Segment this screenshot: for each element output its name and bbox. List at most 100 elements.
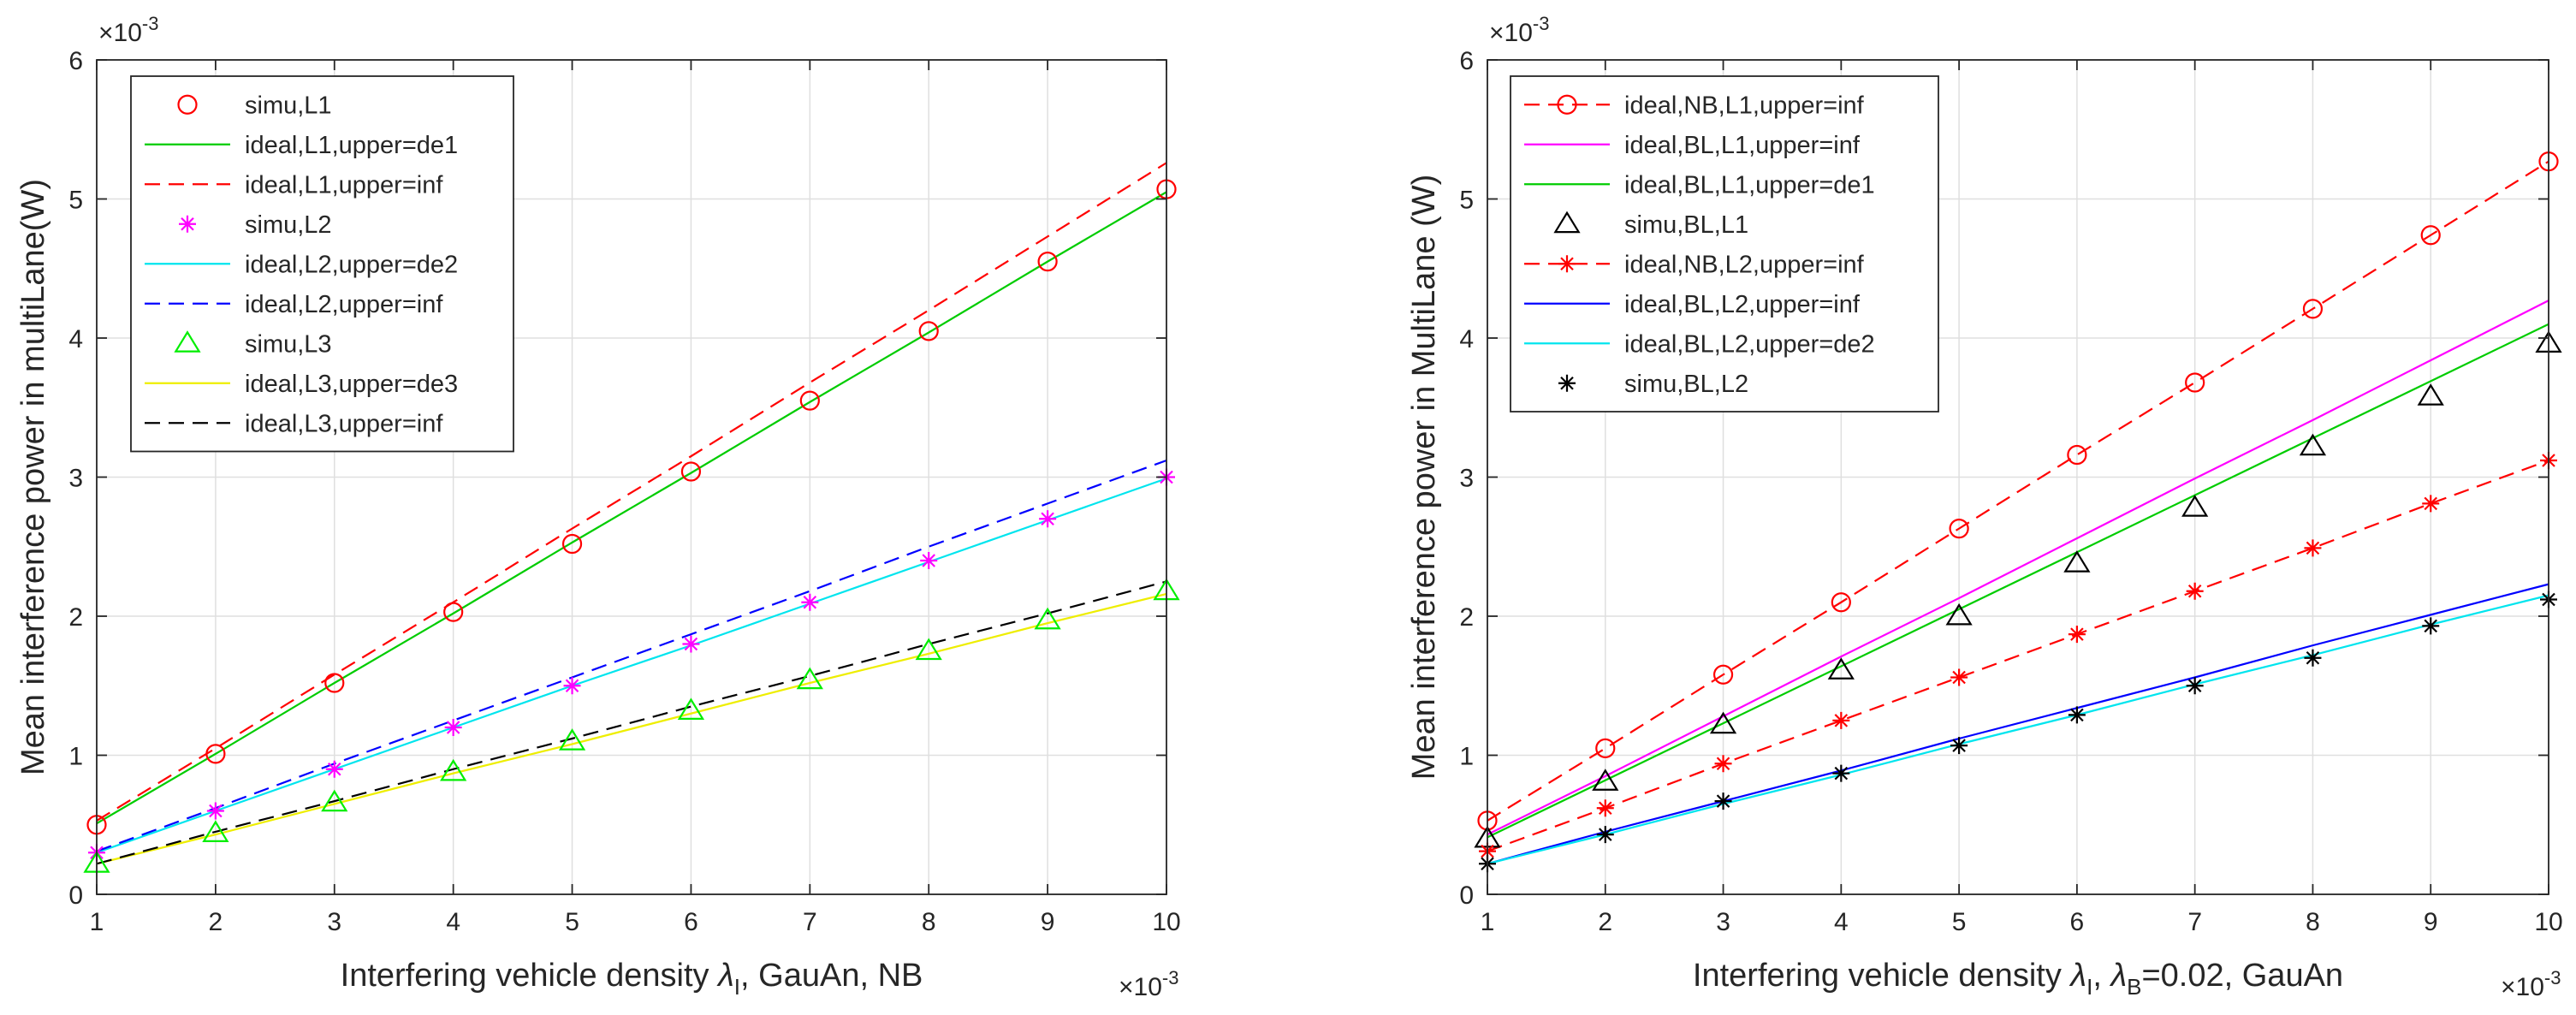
data-point-series-1 (680, 461, 702, 482)
data-point-series-1 (2420, 225, 2441, 246)
x-tick-label: 5 (1952, 908, 1967, 936)
x-tick-label: 7 (2187, 908, 2202, 936)
data-point-series-1 (799, 390, 820, 411)
data-point-series-7 (440, 758, 467, 781)
data-point-series-7 (321, 789, 348, 812)
legend-box (1510, 75, 1939, 413)
y-tick-label: 3 (68, 465, 83, 493)
data-point-series-1 (2302, 299, 2324, 319)
legend-entry-7: ideal,BL,L2,upper=de2 (1624, 330, 1875, 358)
data-point-series-7 (915, 638, 942, 661)
series-line-5 (96, 478, 1167, 854)
y-tick-label: 0 (68, 881, 83, 910)
legend-entry-4: simu,BL,L1 (1624, 211, 1748, 239)
legend-entry-5: ideal,L2,upper=de2 (245, 251, 458, 278)
legend-swatch-marker-1 (1557, 94, 1577, 115)
x-tick-label: 1 (90, 908, 104, 936)
x-tick-label: 1 (1481, 908, 1495, 936)
y-axis-multiplier: ×10-3 (98, 13, 158, 47)
x-tick-label: 4 (446, 908, 460, 936)
legend-swatch-marker-1 (177, 94, 198, 115)
x-tick-label: 6 (684, 908, 698, 936)
data-point-series-1 (1949, 519, 1969, 539)
y-tick-label: 2 (1459, 603, 1474, 632)
data-point-series-4 (444, 719, 462, 736)
data-point-series-8 (1832, 764, 1850, 782)
data-point-series-7 (796, 667, 823, 690)
x-tick-label: 9 (1041, 908, 1055, 936)
legend-entry-4: simu,L2 (245, 211, 332, 239)
data-point-series-7 (558, 728, 586, 751)
legend: ideal,NB,L1,upper=inf ideal,BL,L1,upper=i… (1510, 75, 1939, 413)
data-point-series-5 (1950, 668, 1968, 686)
data-point-series-4 (1709, 711, 1737, 734)
y-axis-label: Mean interference power in multiLane(W) (15, 179, 51, 775)
data-point-series-1 (1037, 252, 1058, 272)
legend-entry-5: ideal,NB,L2,upper=inf (1624, 251, 1865, 278)
y-axis-multiplier: ×10-3 (1489, 13, 1549, 47)
data-point-series-4 (920, 552, 938, 569)
data-point-series-5 (1832, 711, 1850, 729)
legend-entry-3: ideal,L1,upper=inf (245, 171, 443, 199)
left-chart-panel: 1 2 3 4 5 6 7 8 9 100123456×10-3×10-3Interfering … (15, 13, 1181, 1001)
series-line-3 (96, 162, 1167, 822)
x-tick-label: 6 (2070, 908, 2085, 936)
data-point-series-7 (202, 820, 229, 842)
data-point-series-8 (2068, 706, 2086, 724)
data-point-series-5 (2068, 626, 2086, 644)
data-point-series-4 (325, 760, 343, 778)
series-line-5 (1487, 459, 2549, 852)
y-tick-label: 5 (1459, 187, 1474, 215)
y-tick-label: 2 (68, 603, 83, 632)
data-point-series-4 (563, 677, 581, 695)
series-line-2 (1487, 300, 2549, 836)
data-point-series-1 (2067, 444, 2087, 466)
data-point-series-4 (801, 593, 819, 611)
x-tick-label: 2 (1598, 908, 1612, 936)
x-tick-label: 10 (1152, 908, 1180, 936)
legend-entry-2: ideal,L1,upper=de1 (245, 132, 458, 159)
data-point-series-4 (206, 802, 224, 820)
data-point-series-7 (677, 697, 705, 720)
legend-entry-1: ideal,NB,L1,upper=inf (1624, 92, 1865, 119)
data-point-series-1 (561, 533, 583, 555)
legend-entry-6: ideal,BL,L2,upper=inf (1624, 291, 1861, 318)
data-point-series-1 (1595, 738, 1616, 758)
data-point-series-8 (2304, 649, 2322, 667)
series-line-3 (1487, 323, 2549, 839)
x-tick-label: 3 (327, 908, 341, 936)
series-line-6 (96, 459, 1167, 852)
y-tick-label: 5 (68, 187, 83, 215)
legend-swatch-marker-4 (1553, 211, 1581, 234)
series-line-6 (1487, 583, 2549, 865)
legend-swatch-marker-5 (1558, 255, 1576, 273)
x-tick-label: 2 (209, 908, 223, 936)
data-point-series-8 (2422, 617, 2440, 635)
series-line-1 (1487, 160, 2549, 822)
series-line-8 (96, 592, 1167, 865)
data-point-series-5 (2422, 495, 2440, 513)
data-point-series-4 (2299, 433, 2327, 456)
legend-entry-7: simu,L3 (245, 330, 332, 358)
x-tick-label: 3 (1716, 908, 1730, 936)
data-point-series-1 (918, 321, 939, 341)
series-line-2 (96, 191, 1167, 825)
x-tick-label: 4 (1834, 908, 1849, 936)
data-point-series-1 (443, 602, 464, 622)
data-point-series-4 (1592, 769, 1619, 791)
legend-entry-3: ideal,BL,L1,upper=de1 (1624, 171, 1875, 199)
x-tick-label: 9 (2424, 908, 2438, 936)
x-axis-label: Interfering vehicle density λI, GauAn, N… (341, 958, 923, 1000)
legend-entry-9: ideal,L3,upper=inf (245, 410, 443, 437)
data-point-series-4 (1039, 510, 1057, 528)
data-point-series-4 (1827, 657, 1855, 680)
legend: simu,L1 ideal,L1,upper=de1 ideal,L1,upper=… (130, 75, 514, 453)
legend-swatch-marker-8 (1558, 374, 1576, 392)
y-tick-label: 1 (68, 743, 83, 771)
x-tick-label: 8 (2306, 908, 2320, 936)
right-chart-panel: 1 2 3 4 5 6 7 8 9 100123456×10-3×10-3Interfering … (1406, 13, 2563, 1001)
data-point-series-7 (1034, 607, 1061, 630)
data-point-series-4 (1945, 602, 1973, 626)
y-tick-label: 6 (68, 47, 83, 75)
